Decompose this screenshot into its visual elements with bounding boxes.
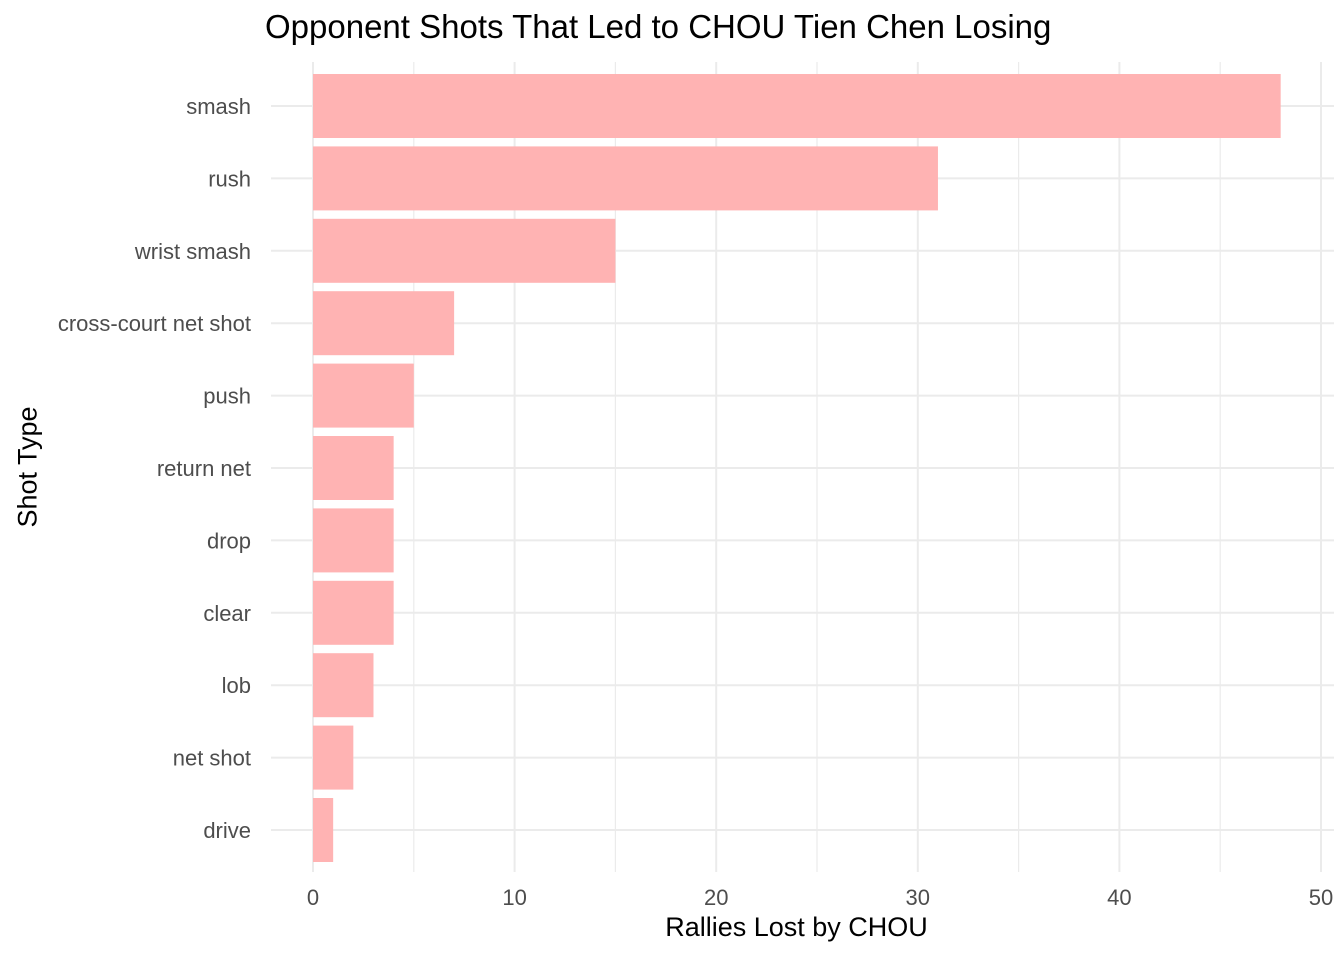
bar xyxy=(313,508,394,573)
bar xyxy=(313,218,616,283)
bar xyxy=(313,363,414,428)
x-tick-label: 20 xyxy=(704,885,728,910)
bar xyxy=(313,580,394,645)
y-tick-label: return net xyxy=(157,456,251,481)
y-tick-label: clear xyxy=(203,601,251,626)
y-tick-label: lob xyxy=(222,673,251,698)
bar xyxy=(313,725,354,790)
chart-title: Opponent Shots That Led to CHOU Tien Che… xyxy=(265,8,1052,45)
bar xyxy=(313,798,334,862)
y-tick-label: push xyxy=(203,384,251,409)
x-tick-label: 30 xyxy=(906,885,930,910)
x-axis-title: Rallies Lost by CHOU xyxy=(665,912,928,942)
bar xyxy=(313,74,1281,138)
x-tick-label: 40 xyxy=(1107,885,1131,910)
y-tick-label: drop xyxy=(207,528,251,553)
bar xyxy=(313,291,455,356)
y-tick-label: net shot xyxy=(173,746,251,771)
y-tick-label: smash xyxy=(186,94,251,119)
y-axis-title: Shot Type xyxy=(12,406,43,528)
bar xyxy=(313,436,394,500)
x-tick-label: 50 xyxy=(1309,885,1333,910)
x-tick-label: 10 xyxy=(502,885,526,910)
y-tick-label: drive xyxy=(203,818,251,843)
x-tick-label: 0 xyxy=(307,885,319,910)
y-tick-label: wrist smash xyxy=(134,239,251,264)
y-tick-label: rush xyxy=(208,166,251,191)
bar xyxy=(313,653,374,718)
bar xyxy=(313,146,938,211)
y-tick-label: cross-court net shot xyxy=(58,311,251,336)
